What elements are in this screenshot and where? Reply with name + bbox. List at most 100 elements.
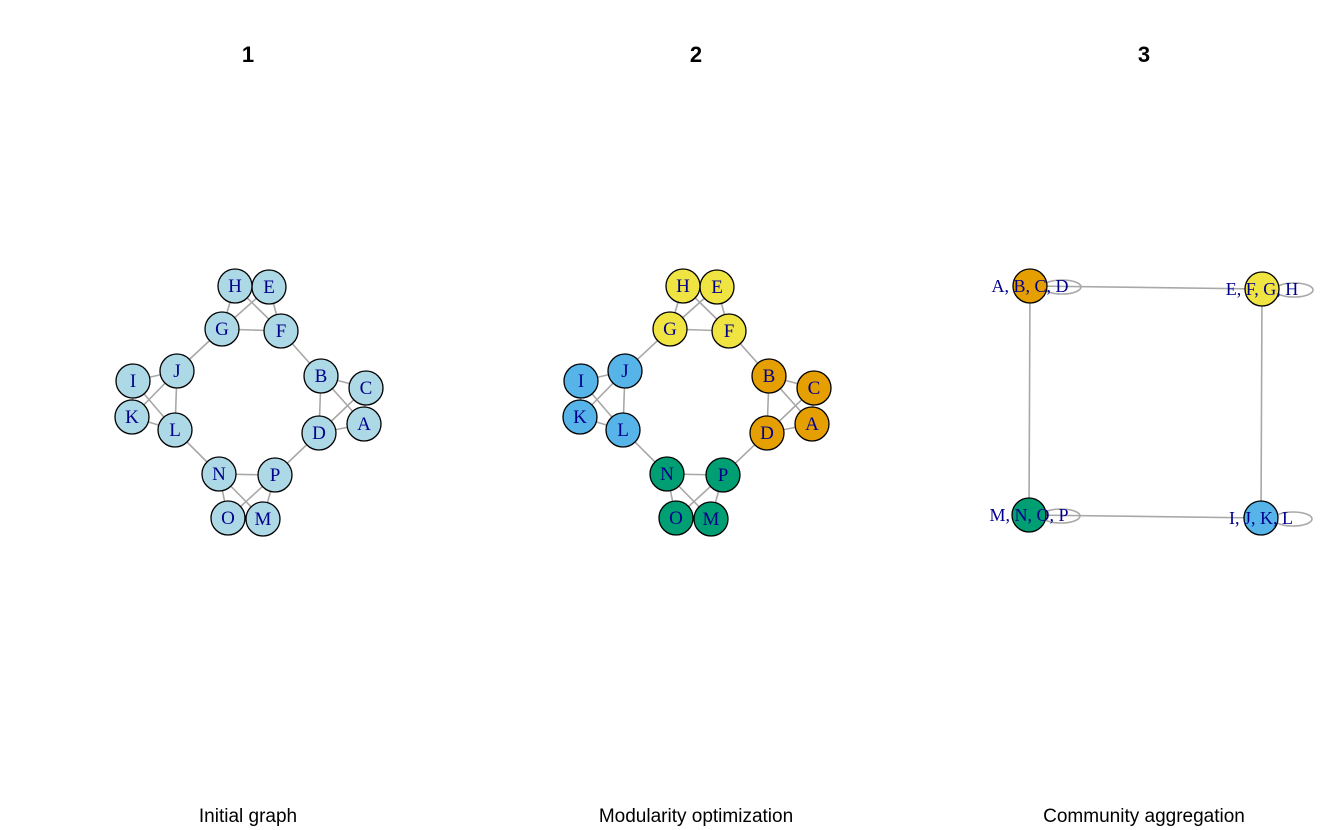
node-O: O bbox=[658, 500, 694, 536]
node-label: K bbox=[125, 407, 139, 428]
node-H: H bbox=[665, 268, 701, 304]
node-circle bbox=[348, 370, 384, 406]
node-E: E bbox=[699, 269, 735, 305]
panel-caption: Modularity optimization bbox=[599, 806, 793, 827]
node-circle bbox=[257, 457, 293, 493]
community-label: A, B, C, D bbox=[991, 276, 1068, 296]
node-N: N bbox=[649, 456, 685, 492]
node-circle bbox=[693, 501, 729, 537]
node-H: H bbox=[217, 268, 253, 304]
node-circle bbox=[711, 313, 747, 349]
node-G: G bbox=[204, 311, 240, 347]
node-label: N bbox=[660, 464, 674, 485]
node-D: D bbox=[301, 415, 337, 451]
node-label: L bbox=[617, 420, 629, 441]
node-circle bbox=[562, 399, 598, 435]
node-circle bbox=[796, 370, 832, 406]
node-circle bbox=[607, 353, 643, 389]
node-label: J bbox=[621, 361, 628, 382]
community-node-ABCD: A, B, C, D bbox=[991, 268, 1069, 304]
node-circle bbox=[652, 311, 688, 347]
panel-title: 3 bbox=[1138, 42, 1150, 67]
panel-community-aggregation: 3 A, B, C, D E, F, G, H M, N, O, P I, J, K,… bbox=[989, 42, 1314, 827]
node-M: M bbox=[245, 501, 281, 537]
edge-ABCD-EFGH bbox=[1029, 285, 1263, 290]
node-label: O bbox=[221, 508, 235, 529]
node-label: M bbox=[255, 509, 272, 530]
node-label: D bbox=[760, 423, 774, 444]
node-O: O bbox=[210, 500, 246, 536]
graph-nodes: A B C D E F G H I J K L M N O P bbox=[562, 268, 832, 537]
node-label: J bbox=[173, 361, 180, 382]
node-circle bbox=[204, 311, 240, 347]
node-circle bbox=[157, 412, 193, 448]
node-label: F bbox=[276, 321, 287, 342]
node-label: I bbox=[130, 371, 136, 392]
community-label: E, F, G, H bbox=[1226, 279, 1299, 299]
node-I: I bbox=[115, 363, 151, 399]
node-G: G bbox=[652, 311, 688, 347]
node-label: P bbox=[270, 465, 281, 486]
node-label: H bbox=[228, 276, 242, 297]
node-label: M bbox=[703, 509, 720, 530]
node-circle bbox=[794, 406, 830, 442]
node-circle bbox=[301, 415, 337, 451]
node-circle bbox=[346, 406, 382, 442]
node-circle bbox=[217, 268, 253, 304]
node-label: B bbox=[763, 366, 776, 387]
node-circle bbox=[114, 399, 150, 435]
community-node-EFGH: E, F, G, H bbox=[1226, 271, 1299, 307]
node-label: C bbox=[808, 378, 821, 399]
community-circle bbox=[1243, 500, 1279, 536]
community-label: I, J, K, L bbox=[1229, 508, 1293, 528]
community-circle bbox=[1244, 271, 1280, 307]
node-label: E bbox=[263, 277, 275, 298]
node-label: G bbox=[215, 319, 229, 340]
node-circle bbox=[649, 456, 685, 492]
node-label: P bbox=[718, 465, 729, 486]
node-circle bbox=[605, 412, 641, 448]
node-label: E bbox=[711, 277, 723, 298]
graph-edges bbox=[579, 285, 815, 520]
node-label: B bbox=[315, 366, 328, 387]
node-label: N bbox=[212, 464, 226, 485]
edge-MNOP-IJKL bbox=[1028, 514, 1262, 519]
node-B: B bbox=[751, 358, 787, 394]
node-P: P bbox=[705, 457, 741, 493]
node-F: F bbox=[263, 313, 299, 349]
node-label: D bbox=[312, 423, 326, 444]
node-circle bbox=[658, 500, 694, 536]
node-circle bbox=[210, 500, 246, 536]
community-circle bbox=[1011, 497, 1047, 533]
node-I: I bbox=[563, 363, 599, 399]
node-label: K bbox=[573, 407, 587, 428]
node-L: L bbox=[605, 412, 641, 448]
panel-caption: Community aggregation bbox=[1043, 806, 1245, 827]
node-D: D bbox=[749, 415, 785, 451]
aggregate-edges bbox=[1028, 279, 1314, 527]
node-circle bbox=[115, 363, 151, 399]
node-circle bbox=[159, 353, 195, 389]
node-K: K bbox=[114, 399, 150, 435]
node-C: C bbox=[796, 370, 832, 406]
node-label: F bbox=[724, 321, 735, 342]
node-label: A bbox=[805, 414, 819, 435]
node-circle bbox=[749, 415, 785, 451]
node-circle bbox=[563, 363, 599, 399]
node-circle bbox=[303, 358, 339, 394]
node-label: A bbox=[357, 414, 371, 435]
node-label: G bbox=[663, 319, 677, 340]
node-C: C bbox=[348, 370, 384, 406]
node-F: F bbox=[711, 313, 747, 349]
node-J: J bbox=[159, 353, 195, 389]
edge-ABCD-MNOP bbox=[1028, 285, 1031, 516]
node-label: H bbox=[676, 276, 690, 297]
graph-edges bbox=[131, 285, 367, 520]
graph-nodes: A B C D E F G H I J K L M N O P bbox=[114, 268, 384, 537]
node-K: K bbox=[562, 399, 598, 435]
node-circle bbox=[705, 457, 741, 493]
community-node-MNOP: M, N, O, P bbox=[989, 497, 1069, 533]
edge-EFGH-IJKL bbox=[1260, 288, 1263, 519]
node-circle bbox=[245, 501, 281, 537]
node-A: A bbox=[346, 406, 382, 442]
